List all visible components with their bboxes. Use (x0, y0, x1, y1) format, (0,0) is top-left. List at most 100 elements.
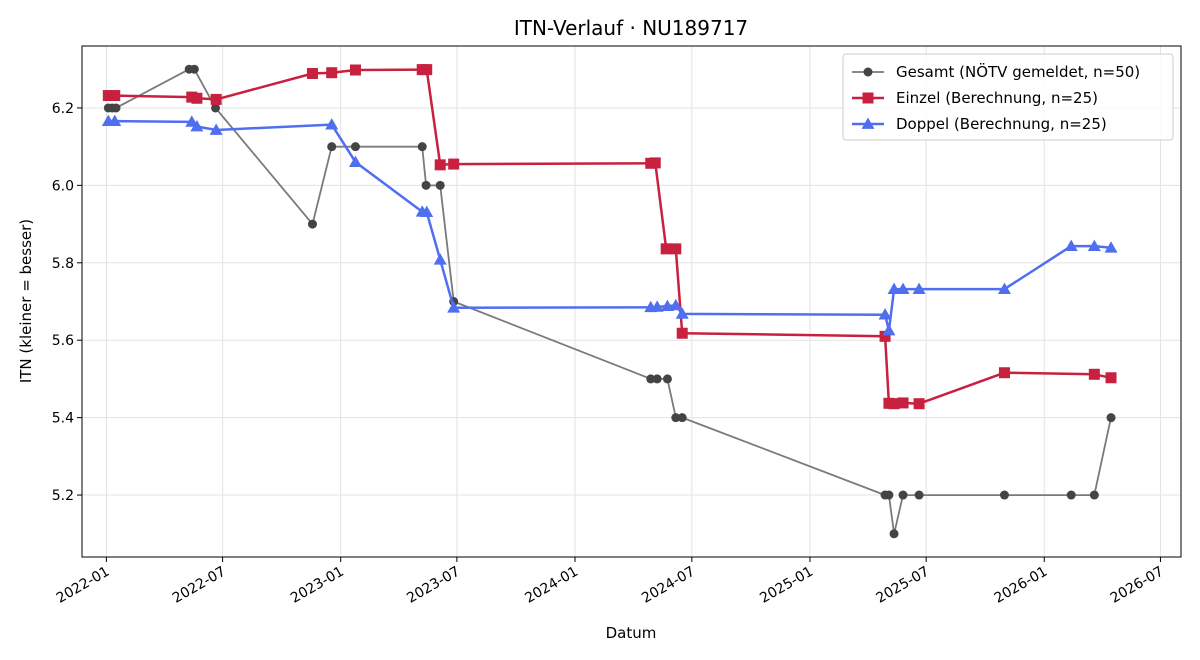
data-point-gesamt (111, 103, 121, 113)
data-point-einzel (1105, 372, 1117, 384)
x-tick-label: 2024-01 (522, 564, 581, 607)
data-point-gesamt (1066, 490, 1076, 500)
legend: Gesamt (NÖTV gemeldet, n=50) Einzel (Bere… (842, 53, 1174, 141)
data-point-doppel (325, 118, 339, 130)
legend-label-einzel: Einzel (Berechnung, n=25) (896, 89, 1098, 107)
data-point-doppel (433, 253, 447, 265)
data-point-gesamt (421, 180, 431, 190)
data-point-einzel (421, 64, 433, 76)
x-tick-label: 2024-07 (639, 564, 698, 607)
data-point-einzel (191, 92, 203, 104)
data-point-doppel (882, 324, 896, 336)
series-doppel (101, 114, 1118, 336)
data-point-einzel (109, 90, 121, 102)
y-tick-label: 6.2 (52, 101, 74, 117)
data-point-einzel (349, 64, 361, 76)
legend-marker-gesamt (863, 67, 873, 77)
data-point-doppel (1087, 239, 1101, 252)
x-tick-label: 2026-07 (1108, 564, 1167, 607)
series-layer (101, 64, 1118, 539)
data-point-gesamt (662, 374, 672, 384)
data-point-gesamt (211, 103, 221, 113)
data-point-gesamt (327, 142, 337, 152)
x-axis-label: Datum (606, 624, 657, 642)
y-tick-label: 5.4 (52, 411, 74, 427)
data-point-einzel (326, 67, 338, 79)
data-point-gesamt (1089, 490, 1099, 500)
data-point-einzel (913, 398, 925, 410)
x-tick-label: 2025-07 (873, 564, 932, 607)
data-point-doppel (997, 282, 1011, 294)
data-point-einzel (448, 158, 460, 170)
data-point-einzel (670, 243, 682, 255)
data-point-doppel (1104, 241, 1118, 253)
y-axis-label: ITN (kleiner = besser) (17, 219, 35, 383)
data-point-einzel (676, 327, 688, 339)
data-point-doppel (348, 155, 362, 168)
data-point-einzel (1088, 368, 1100, 380)
data-point-doppel (878, 308, 892, 320)
data-point-gesamt (884, 490, 894, 500)
data-point-doppel (108, 114, 122, 126)
data-point-gesamt (1106, 413, 1116, 423)
x-tick-label: 2023-01 (288, 564, 347, 607)
data-point-einzel (998, 367, 1010, 379)
data-point-einzel (888, 398, 900, 410)
legend-marker-einzel (862, 92, 874, 104)
plot-frame (81, 45, 1182, 558)
data-point-doppel (669, 298, 683, 311)
data-point-doppel (447, 301, 461, 313)
data-point-einzel (660, 243, 672, 255)
data-point-doppel (650, 300, 664, 312)
data-point-doppel (887, 282, 901, 294)
x-tick-label: 2026-01 (992, 564, 1051, 607)
legend-box (842, 53, 1174, 141)
legend-items: Gesamt (NÖTV gemeldet, n=50) Einzel (Bere… (852, 62, 1140, 133)
x-tick-label: 2025-01 (757, 564, 816, 607)
data-point-doppel (190, 120, 204, 132)
data-point-gesamt (914, 490, 924, 500)
series-einzel (102, 64, 1117, 410)
data-point-gesamt (999, 490, 1009, 500)
data-point-gesamt (671, 413, 681, 423)
data-point-gesamt (898, 490, 908, 500)
data-point-doppel (896, 282, 910, 294)
data-point-gesamt (189, 64, 199, 74)
legend-label-doppel: Doppel (Berechnung, n=25) (896, 115, 1107, 133)
y-tick-label: 6.0 (52, 178, 74, 194)
data-point-doppel (675, 307, 689, 319)
y-tick-label: 5.8 (52, 256, 74, 272)
data-point-gesamt (677, 413, 687, 423)
grid-layer (82, 46, 1181, 557)
data-point-gesamt (350, 142, 360, 152)
data-point-gesamt (435, 180, 445, 190)
data-point-gesamt (652, 374, 662, 384)
chart-title: ITN-Verlauf · NU189717 (514, 16, 748, 40)
data-point-gesamt (417, 142, 427, 152)
data-point-doppel (912, 282, 926, 294)
data-point-einzel (649, 157, 661, 169)
data-point-doppel (1064, 239, 1078, 252)
y-axis: 5.2 5.4 5.6 5.8 6.0 6.2 (52, 101, 82, 504)
data-point-gesamt (307, 219, 317, 229)
legend-marker-doppel (861, 117, 875, 129)
data-point-einzel (102, 90, 114, 102)
data-point-einzel (897, 397, 909, 409)
data-point-einzel (434, 159, 446, 171)
data-point-doppel (209, 123, 223, 135)
x-tick-label: 2023-07 (404, 564, 463, 607)
data-point-gesamt (889, 529, 899, 539)
x-axis: 2022-01 2022-07 2023-01 2023-07 2024-01 2024-… (54, 557, 1167, 607)
y-tick-label: 5.2 (52, 488, 74, 504)
legend-label-gesamt: Gesamt (NÖTV gemeldet, n=50) (896, 62, 1140, 81)
data-point-einzel (306, 67, 318, 79)
data-point-einzel (879, 330, 891, 342)
series-line-doppel (108, 119, 1112, 332)
data-point-doppel (420, 205, 434, 217)
y-tick-label: 5.6 (52, 333, 74, 349)
x-tick-label: 2022-07 (170, 564, 229, 607)
data-point-gesamt (646, 374, 656, 384)
x-tick-label: 2022-01 (54, 564, 113, 607)
series-gesamt (103, 64, 1116, 539)
